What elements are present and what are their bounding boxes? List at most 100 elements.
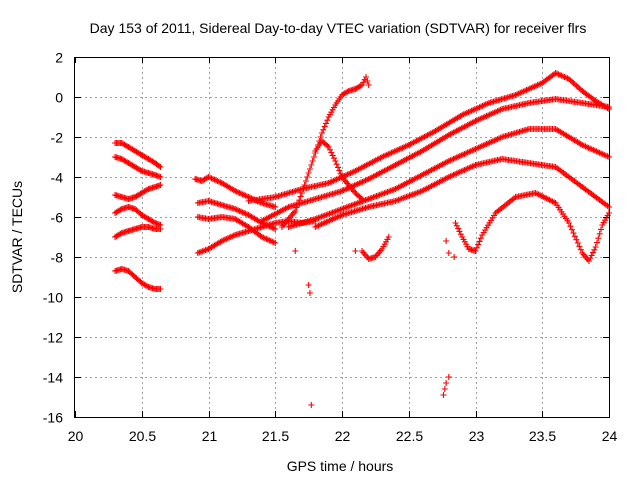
- data-point: [360, 79, 367, 86]
- data-point: [570, 80, 577, 86]
- data-point: [157, 164, 164, 170]
- data-point: [363, 74, 370, 80]
- data-point: [352, 248, 359, 254]
- data-point: [325, 144, 332, 150]
- data-point: [472, 248, 479, 254]
- data-point: [593, 239, 600, 246]
- data-point: [309, 158, 316, 164]
- data-point: [365, 82, 372, 88]
- y-tick-label: -16: [43, 410, 63, 426]
- data-point: [361, 76, 368, 83]
- data-point: [117, 230, 124, 237]
- data-point: [297, 193, 304, 200]
- data-point: [272, 226, 279, 232]
- data-point: [475, 241, 482, 248]
- data-points: [112, 70, 612, 408]
- data-point: [574, 240, 581, 246]
- data-point: [476, 238, 483, 245]
- data-point: [336, 167, 343, 174]
- data-point: [306, 166, 313, 172]
- data-point: [144, 283, 151, 290]
- data-point: [150, 219, 157, 226]
- data-point: [156, 163, 163, 169]
- data-point: [568, 78, 575, 85]
- data-point: [322, 120, 329, 127]
- data-point: [571, 81, 578, 88]
- x-tick-label: 23: [469, 428, 485, 444]
- data-point: [324, 142, 331, 149]
- y-tick-label: -2: [51, 130, 64, 146]
- data-point: [157, 286, 164, 292]
- data-point: [330, 155, 337, 162]
- x-tick-label: 22: [335, 428, 351, 444]
- data-point: [320, 126, 327, 133]
- data-point: [272, 240, 279, 246]
- data-point: [333, 161, 340, 168]
- data-point: [321, 123, 328, 130]
- x-tick-label: 21: [202, 428, 218, 444]
- data-point: [308, 162, 315, 168]
- x-tick-label: 23.5: [529, 428, 556, 444]
- data-point: [565, 220, 572, 226]
- data-point: [576, 85, 583, 92]
- x-tick-label: 24: [602, 428, 618, 444]
- data-point: [567, 223, 574, 230]
- data-point: [589, 249, 596, 256]
- data-point: [588, 252, 595, 259]
- chart-title: Day 153 of 2011, Sidereal Day-to-day VTE…: [90, 20, 587, 36]
- data-point: [445, 250, 452, 256]
- x-tick-label: 20: [68, 428, 84, 444]
- data-point: [441, 386, 448, 392]
- data-point: [157, 174, 164, 180]
- data-point: [455, 225, 462, 232]
- data-point: [570, 230, 577, 236]
- data-point: [329, 152, 336, 159]
- data-point: [364, 78, 371, 84]
- data-point: [385, 234, 392, 240]
- y-axis: -16 -14 -12 -10 -8 -6 -4 -2 0 2: [43, 50, 609, 426]
- x-axis-label: GPS time / hours: [287, 458, 394, 474]
- data-point: [302, 178, 309, 184]
- data-point: [595, 235, 602, 242]
- data-point: [117, 206, 124, 213]
- data-point: [334, 164, 341, 171]
- data-point: [443, 238, 450, 244]
- x-tick-label: 21.5: [262, 428, 289, 444]
- data-point: [477, 235, 484, 242]
- data-point: [310, 154, 317, 160]
- data-point: [137, 167, 144, 174]
- data-point: [456, 228, 463, 235]
- data-point: [574, 84, 581, 90]
- data-point: [445, 374, 452, 380]
- data-point: [304, 174, 311, 180]
- data-point: [332, 158, 339, 164]
- data-point: [596, 230, 603, 237]
- y-tick-label: -8: [51, 250, 64, 266]
- x-tick-label: 22.5: [396, 428, 423, 444]
- data-point: [585, 258, 592, 264]
- data-point: [571, 233, 578, 240]
- data-point: [292, 248, 299, 254]
- y-tick-label: 0: [55, 90, 63, 106]
- data-point: [317, 134, 324, 140]
- data-point: [473, 244, 480, 251]
- data-point: [326, 146, 333, 153]
- x-tick-label: 20.5: [129, 428, 156, 444]
- y-tick-label: -14: [43, 370, 63, 386]
- data-point: [272, 204, 279, 210]
- data-point: [592, 244, 599, 250]
- data-point: [591, 246, 598, 253]
- grid-lines: [75, 57, 609, 417]
- x-axis: 20 20.5 21 21.5 22 22.5 23 23.5 24: [68, 57, 618, 444]
- y-tick-label: 2: [55, 50, 63, 66]
- data-point: [451, 254, 458, 260]
- data-point: [292, 208, 299, 214]
- data-point: [144, 186, 151, 193]
- data-point: [568, 226, 575, 233]
- data-point: [324, 117, 331, 124]
- y-tick-label: -6: [51, 210, 64, 226]
- data-point: [344, 88, 351, 95]
- data-point: [157, 226, 164, 232]
- data-point: [576, 243, 583, 250]
- data-point: [587, 255, 594, 262]
